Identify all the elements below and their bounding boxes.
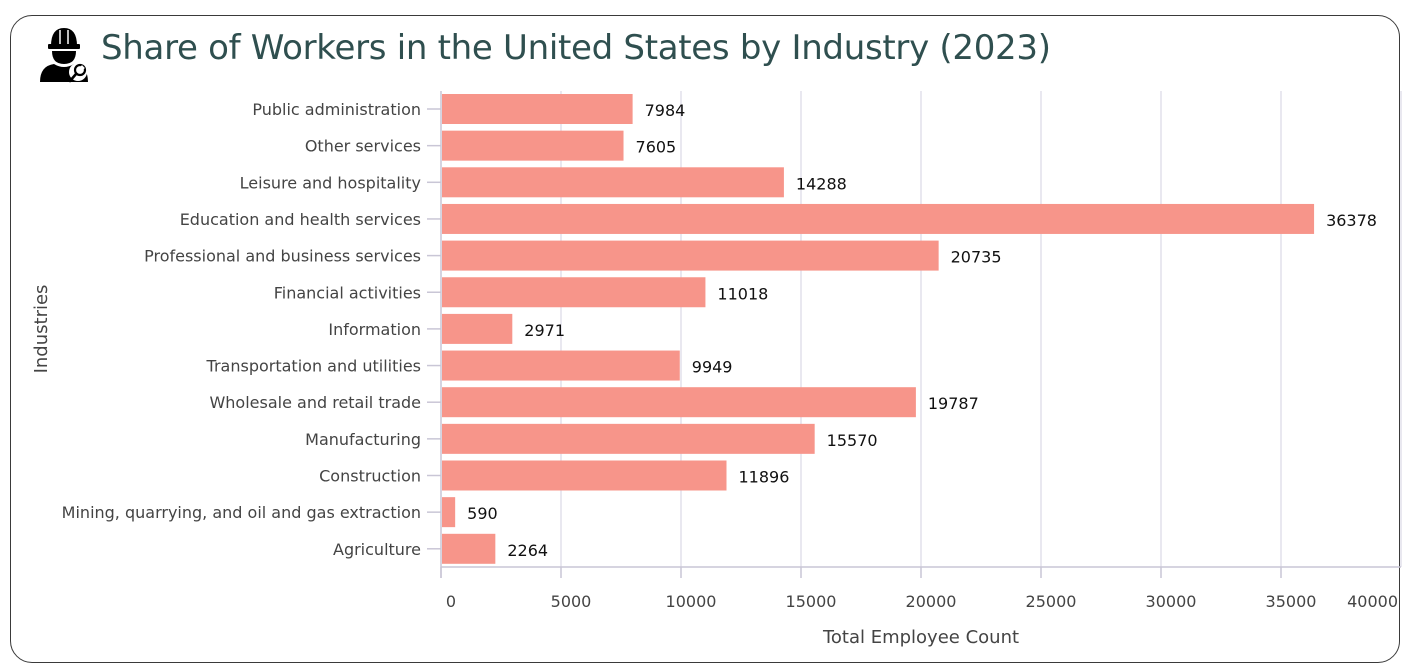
bar[interactable]: [442, 313, 513, 344]
x-tick-label: 40000: [1347, 592, 1398, 611]
category-label: Public administration: [252, 100, 421, 119]
data-label: 19787: [928, 394, 979, 413]
x-tick-label: 0: [446, 592, 456, 611]
bar[interactable]: [442, 350, 680, 381]
bar[interactable]: [442, 460, 727, 491]
category-label: Manufacturing: [305, 430, 421, 449]
chart-card: [10, 15, 1400, 663]
x-tick-label: 15000: [786, 592, 837, 611]
data-label: 20735: [951, 248, 1002, 267]
category-label: Wholesale and retail trade: [209, 393, 421, 412]
bar[interactable]: [442, 497, 456, 528]
bars: 7984 7605 14288 36378 20735 11018 2971 9949 1978…: [442, 94, 1377, 564]
data-label: 14288: [796, 174, 847, 193]
data-label: 7984: [645, 101, 686, 120]
category-label: Construction: [319, 467, 421, 486]
category-label: Professional and business services: [144, 247, 421, 266]
data-label: 11018: [717, 284, 768, 303]
category-label: Education and health services: [180, 210, 421, 229]
y-axis-title: Industries: [31, 285, 52, 374]
bar[interactable]: [442, 167, 784, 198]
x-tick-label: 5000: [551, 592, 592, 611]
category-label: Other services: [305, 137, 421, 156]
bar[interactable]: [442, 533, 496, 564]
bar[interactable]: [442, 277, 706, 308]
category-label: Information: [328, 320, 421, 339]
x-tick-label: 25000: [1026, 592, 1077, 611]
chart-title: Share of Workers in the United States by…: [101, 28, 1051, 68]
x-tick-label: 20000: [906, 592, 957, 611]
x-tick-label: 10000: [666, 592, 717, 611]
x-axis-title: Total Employee Count: [822, 627, 1019, 648]
bar[interactable]: [442, 94, 633, 124]
data-label: 590: [467, 504, 498, 523]
worker-wrench-icon: [40, 28, 88, 83]
category-label: Financial activities: [274, 283, 421, 302]
data-label: 36378: [1326, 211, 1377, 230]
data-label: 2264: [507, 541, 548, 560]
bar[interactable]: [442, 130, 624, 161]
data-label: 2971: [524, 321, 565, 340]
bar[interactable]: [442, 423, 815, 454]
x-tick-label: 35000: [1266, 592, 1317, 611]
category-label: Leisure and hospitality: [240, 173, 421, 192]
category-label: Agriculture: [333, 540, 421, 559]
data-label: 9949: [692, 358, 733, 377]
data-label: 7605: [636, 138, 677, 157]
category-label: Transportation and utilities: [206, 357, 421, 376]
data-label: 11896: [739, 468, 790, 487]
category-label: Mining, quarrying, and oil and gas extra…: [62, 503, 421, 522]
axes: 0 5000 10000 15000 20000 25000 30000 35000 40000…: [62, 91, 1401, 611]
bar[interactable]: [442, 387, 916, 418]
bar[interactable]: [442, 240, 939, 271]
x-tick-label: 30000: [1146, 592, 1197, 611]
bar[interactable]: [442, 203, 1315, 234]
gridlines: [560, 91, 1402, 567]
data-label: 15570: [827, 431, 878, 450]
